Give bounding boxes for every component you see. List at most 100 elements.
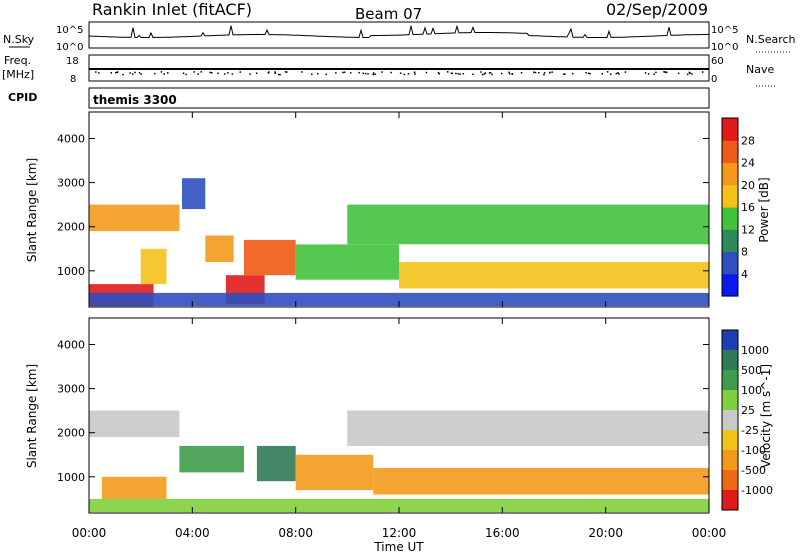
nave-dot — [624, 71, 627, 73]
velocity-region — [101, 476, 167, 499]
noise-panel: N.Sky 10^5 10^0 10^5 10^0 N.Search — [3, 21, 796, 53]
beam-title: Beam 07 — [355, 5, 422, 23]
nave-dot — [414, 73, 416, 75]
velocity-colorbar-swatch — [722, 490, 738, 511]
y-tick-label: 4000 — [57, 339, 85, 352]
nave-dot — [438, 73, 440, 75]
nave-dot — [231, 73, 234, 75]
nave-dot — [677, 72, 680, 75]
power-colorbar-swatch — [722, 207, 738, 230]
nave-dot — [153, 72, 156, 75]
velocity-colorbar-swatch — [722, 350, 738, 371]
velocity-colorbar-tick: 500 — [741, 364, 762, 377]
power-colorbar-swatch — [722, 118, 738, 141]
nave-dot — [403, 73, 406, 76]
velocity-colorbar-tick: -100 — [741, 444, 766, 457]
nave-dot — [167, 72, 169, 74]
nave-dot — [286, 71, 288, 73]
nave-dot — [217, 72, 219, 74]
nave-dot — [472, 73, 474, 75]
nave-tick-low: 0 — [711, 74, 717, 85]
nave-dot — [610, 73, 612, 75]
power-region — [295, 244, 399, 280]
nave-dot — [343, 71, 346, 73]
nave-dot — [571, 72, 574, 75]
velocity-colorbar-swatch — [722, 410, 738, 431]
nave-dot — [462, 73, 465, 75]
nave-dot — [209, 71, 211, 74]
power-region — [205, 235, 234, 262]
velocity-colorbar-tick: 100 — [741, 384, 762, 397]
nave-dot — [455, 72, 457, 75]
nave-dot — [381, 71, 383, 73]
nave-dot — [267, 72, 270, 74]
y-tick-label: 2000 — [57, 221, 85, 234]
velocity-colorbar-frame — [721, 329, 739, 511]
nave-dot — [274, 71, 276, 73]
nave-dot — [349, 72, 352, 74]
freq-tick-low: 8 — [70, 74, 76, 85]
nave-dot — [508, 71, 510, 74]
velocity-panel: 4000 3000 2000 1000 Slant Range [km] 1000 50… — [25, 112, 773, 554]
nave-dot — [223, 73, 226, 75]
freq-label-1: Freq. — [4, 54, 31, 67]
power-colorbar-tick: 8 — [741, 246, 748, 259]
power-colorbar-swatch — [722, 162, 738, 186]
x-tick-label: 08:00 — [278, 526, 313, 540]
nave-dot — [617, 72, 619, 74]
y-tick-label: 1000 — [57, 471, 85, 484]
power-colorbar-tick: 12 — [741, 223, 755, 236]
nave-dot — [480, 71, 482, 73]
power-region — [399, 262, 709, 289]
power-region — [182, 178, 206, 210]
nave-dot — [284, 71, 287, 73]
power-colorbar-swatch — [722, 184, 738, 208]
velocity-colorbar-tick: 1000 — [741, 344, 769, 357]
nave-dot — [647, 73, 650, 75]
nave-dot — [197, 73, 199, 75]
noise-tick-high-right: 10^5 — [711, 25, 738, 36]
power-region — [89, 204, 180, 232]
nave-dot — [268, 71, 270, 73]
nave-dot — [601, 73, 603, 75]
nave-dot — [193, 71, 195, 73]
nave-dot — [301, 71, 303, 73]
nave-dot — [687, 73, 689, 76]
nave-dot — [255, 72, 258, 74]
x-tick-label: 16:00 — [485, 526, 520, 540]
y-tick-label: 2000 — [57, 427, 85, 440]
nave-dot — [491, 73, 493, 76]
nave-dot — [481, 73, 484, 76]
nave-dot — [364, 72, 367, 75]
nave-dot — [249, 73, 251, 75]
nave-dot — [484, 72, 487, 74]
power-colorbar-frame — [721, 117, 739, 297]
power-panel: 4000 3000 2000 1000 Slant Range [km] 28 24 20… — [25, 111, 771, 308]
nave-dot — [211, 72, 213, 74]
nave-dot — [459, 73, 461, 75]
nave-dot — [372, 72, 375, 74]
nave-dot — [551, 71, 553, 73]
power-region — [140, 248, 167, 285]
noise-sky-trace — [88, 24, 709, 39]
velocity-region — [256, 445, 296, 482]
x-tick-label: 00:00 — [692, 526, 727, 540]
velocity-region — [295, 454, 374, 491]
nave-dot — [451, 72, 454, 75]
velocity-region — [89, 498, 709, 513]
nave-dot — [534, 71, 537, 74]
nave-dot — [702, 71, 704, 73]
velocity-colorbar-tick: -25 — [741, 424, 759, 437]
nave-dot — [390, 71, 392, 74]
freq-tick-high: 18 — [66, 56, 79, 67]
velocity-colorbar-swatch — [722, 470, 738, 491]
nave-dot — [533, 71, 535, 73]
nave-dot — [508, 73, 511, 75]
nave-dot — [374, 73, 376, 75]
nave-dot — [227, 72, 229, 74]
velocity-colorbar-swatch — [722, 430, 738, 451]
nave-dot — [110, 72, 112, 74]
nave-dot — [587, 72, 590, 75]
nave-dot — [325, 73, 327, 76]
velocity-colorbar-tick: -1000 — [741, 484, 773, 497]
